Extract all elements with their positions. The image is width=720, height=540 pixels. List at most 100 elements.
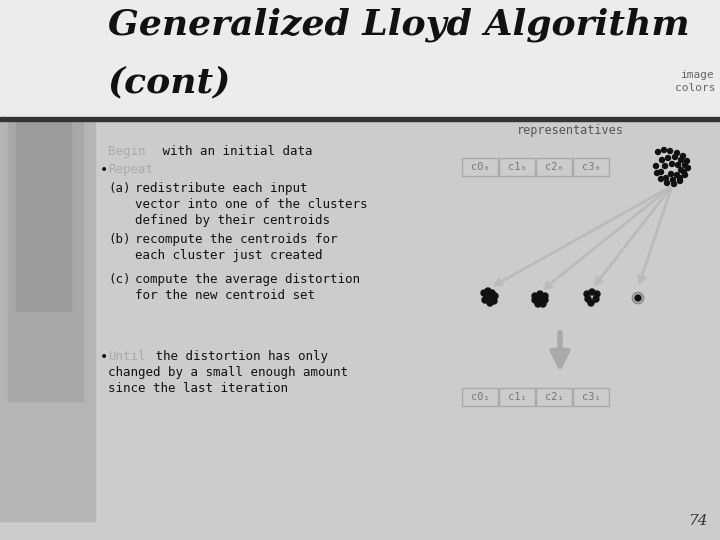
Circle shape	[675, 151, 680, 156]
Text: (b): (b)	[108, 233, 130, 246]
Text: (a): (a)	[108, 182, 130, 195]
Circle shape	[482, 297, 488, 303]
Circle shape	[678, 176, 683, 180]
Text: the distortion has only: the distortion has only	[148, 350, 328, 363]
Circle shape	[678, 158, 683, 163]
Text: •: •	[100, 350, 109, 364]
Bar	[0, 0, 720, 118]
Circle shape	[660, 158, 665, 163]
Text: changed by a small enough amount: changed by a small enough amount	[108, 366, 348, 379]
Circle shape	[537, 291, 543, 297]
Circle shape	[489, 290, 495, 296]
Circle shape	[584, 291, 590, 297]
Circle shape	[655, 150, 660, 154]
Bar	[573, 158, 609, 176]
Text: with an initial data: with an initial data	[155, 145, 312, 158]
Circle shape	[537, 297, 543, 303]
Circle shape	[594, 291, 600, 297]
Bar	[536, 388, 572, 406]
Text: defined by their centroids: defined by their centroids	[135, 214, 330, 227]
Circle shape	[654, 164, 659, 168]
Bar	[573, 388, 609, 406]
Circle shape	[588, 300, 594, 306]
Circle shape	[664, 176, 668, 180]
Circle shape	[485, 288, 491, 294]
Circle shape	[672, 181, 677, 186]
Text: Generalized Lloyd Algorithm: Generalized Lloyd Algorithm	[108, 8, 690, 43]
Circle shape	[589, 289, 595, 295]
Text: image
colors: image colors	[675, 70, 715, 93]
Text: for the new centroid set: for the new centroid set	[135, 289, 315, 302]
Circle shape	[540, 301, 546, 307]
Circle shape	[662, 164, 667, 168]
Bar	[536, 158, 572, 176]
Text: vector into one of the clusters: vector into one of the clusters	[135, 198, 367, 211]
Circle shape	[662, 147, 667, 152]
Text: c1₀: c1₀	[508, 162, 526, 172]
Circle shape	[635, 295, 641, 301]
Bar	[0, 117, 720, 121]
Text: c1₁: c1₁	[508, 392, 526, 402]
Circle shape	[488, 293, 494, 299]
Circle shape	[484, 294, 490, 300]
Bar	[8, 121, 83, 401]
Bar	[499, 158, 535, 176]
Bar	[95, 121, 720, 521]
Circle shape	[670, 161, 675, 166]
Circle shape	[685, 159, 690, 164]
Text: 74: 74	[688, 514, 708, 528]
Circle shape	[672, 154, 678, 159]
Circle shape	[675, 172, 680, 178]
Circle shape	[678, 179, 683, 184]
Circle shape	[682, 170, 686, 174]
Bar	[462, 388, 498, 406]
Circle shape	[667, 148, 672, 153]
Text: each cluster just created: each cluster just created	[135, 249, 323, 262]
Circle shape	[487, 300, 493, 306]
Text: (cont): (cont)	[108, 65, 231, 99]
Circle shape	[532, 293, 538, 299]
Text: c0₀: c0₀	[471, 162, 490, 172]
Text: Begin: Begin	[108, 145, 145, 158]
Text: c3₁: c3₁	[582, 392, 600, 402]
Text: c3₀: c3₀	[582, 162, 600, 172]
Circle shape	[683, 163, 688, 167]
Text: Repeat: Repeat	[108, 163, 153, 176]
Text: since the last iteration: since the last iteration	[108, 382, 288, 395]
Text: c0₁: c0₁	[471, 392, 490, 402]
Circle shape	[535, 301, 541, 307]
Circle shape	[668, 172, 673, 177]
Circle shape	[585, 296, 591, 302]
Text: c2₀: c2₀	[544, 162, 563, 172]
Bar	[16, 121, 71, 311]
Text: compute the average distortion: compute the average distortion	[135, 273, 360, 286]
Circle shape	[683, 172, 688, 178]
Circle shape	[492, 293, 498, 299]
Circle shape	[532, 297, 538, 303]
Bar	[0, 121, 95, 521]
Circle shape	[680, 153, 685, 159]
Text: •: •	[100, 163, 109, 177]
Circle shape	[593, 296, 599, 302]
Bar	[462, 158, 498, 176]
Circle shape	[481, 290, 487, 296]
Circle shape	[675, 163, 680, 167]
Circle shape	[665, 156, 670, 160]
Circle shape	[665, 180, 670, 186]
Circle shape	[542, 293, 548, 299]
Text: c2₁: c2₁	[544, 392, 563, 402]
Text: recompute the centroids for: recompute the centroids for	[135, 233, 338, 246]
Circle shape	[659, 177, 664, 181]
Circle shape	[685, 165, 690, 171]
Text: (c): (c)	[108, 273, 130, 286]
Text: Until: Until	[108, 350, 145, 363]
Text: redistribute each input: redistribute each input	[135, 182, 307, 195]
Circle shape	[542, 297, 548, 303]
Circle shape	[670, 178, 675, 183]
Circle shape	[491, 298, 497, 304]
Circle shape	[678, 167, 683, 172]
Text: representatives: representatives	[516, 124, 624, 137]
Bar	[499, 388, 535, 406]
Circle shape	[654, 171, 660, 176]
Circle shape	[659, 170, 664, 174]
